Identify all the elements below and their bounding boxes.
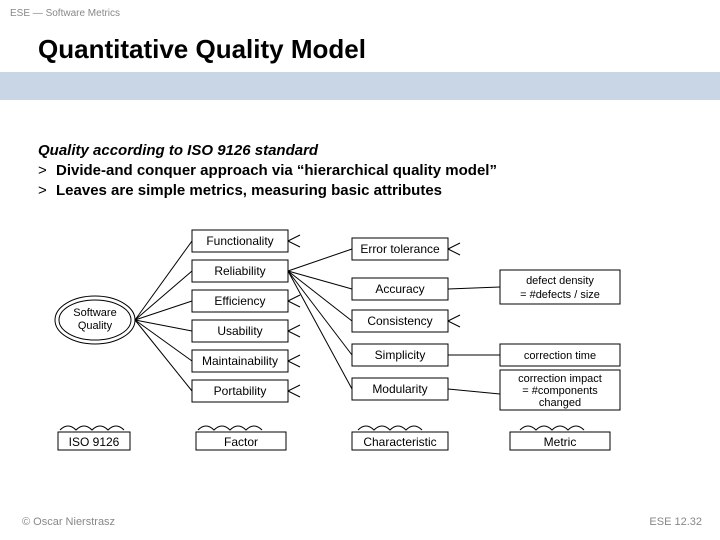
metric-node: correction impact = #components changed — [500, 370, 620, 410]
bullet-2: >Leaves are simple metrics, measuring ba… — [38, 182, 442, 199]
edge — [288, 271, 352, 289]
footer-pagecode: ESE 12.32 — [649, 516, 702, 528]
page-title: Quantitative Quality Model — [38, 34, 366, 65]
footer-copyright: © Oscar Nierstrasz — [22, 516, 115, 528]
legend-node: Metric — [510, 432, 610, 450]
root-label-1: Software — [73, 307, 116, 319]
breadcrumb: ESE — Software Metrics — [10, 8, 120, 19]
factor-node: Efficiency — [192, 290, 288, 312]
svg-text:= #components: = #components — [522, 385, 598, 397]
svg-text:Consistency: Consistency — [367, 314, 432, 328]
factor-node: Portability — [192, 380, 288, 402]
bullet-1: >Divide-and conquer approach via “hierar… — [38, 162, 497, 179]
fork-icon — [288, 235, 300, 397]
svg-text:Modularity: Modularity — [372, 382, 427, 396]
factor-node: Maintainability — [192, 350, 288, 372]
legend-node: Characteristic — [352, 432, 448, 450]
edge — [135, 320, 192, 391]
svg-text:Reliability: Reliability — [214, 264, 265, 278]
svg-text:Accuracy: Accuracy — [375, 282, 424, 296]
edge — [135, 271, 192, 320]
svg-text:Error tolerance: Error tolerance — [360, 242, 440, 256]
metric-node: correction time — [500, 344, 620, 366]
root-label-2: Quality — [78, 320, 113, 332]
title-underline — [0, 72, 720, 100]
edge — [448, 389, 500, 394]
svg-text:correction impact: correction impact — [518, 373, 602, 385]
characteristic-node: Simplicity — [352, 344, 448, 366]
svg-text:changed: changed — [539, 397, 581, 409]
svg-text:correction time: correction time — [524, 350, 596, 362]
quality-model-diagram: Software Quality Functionality Reliabili… — [0, 210, 720, 470]
svg-text:ISO 9126: ISO 9126 — [69, 435, 120, 449]
svg-text:Simplicity: Simplicity — [375, 348, 426, 362]
svg-text:Efficiency: Efficiency — [214, 294, 265, 308]
svg-text:Factor: Factor — [224, 435, 258, 449]
legend-node: Factor — [196, 432, 286, 450]
edge — [135, 301, 192, 320]
svg-text:Functionality: Functionality — [206, 234, 273, 248]
scallop-icon — [60, 426, 584, 430]
edge — [135, 320, 192, 331]
edge — [288, 249, 352, 271]
bullet-1-text: Divide-and conquer approach via “hierarc… — [56, 162, 497, 179]
characteristic-node: Consistency — [352, 310, 448, 332]
characteristic-node: Accuracy — [352, 278, 448, 300]
subheading: Quality according to ISO 9126 standard — [38, 142, 318, 159]
characteristic-node: Modularity — [352, 378, 448, 400]
factor-node: Functionality — [192, 230, 288, 252]
characteristic-node: Error tolerance — [352, 238, 448, 260]
svg-text:Usability: Usability — [217, 324, 262, 338]
svg-text:Portability: Portability — [214, 384, 267, 398]
svg-text:defect density: defect density — [526, 275, 594, 287]
factor-node: Usability — [192, 320, 288, 342]
legend-node: ISO 9126 — [58, 432, 130, 450]
bullet-2-text: Leaves are simple metrics, measuring bas… — [56, 182, 442, 199]
factor-node: Reliability — [192, 260, 288, 282]
edge — [448, 287, 500, 289]
fork-icon — [448, 243, 460, 327]
svg-text:Characteristic: Characteristic — [363, 435, 436, 449]
edge — [135, 241, 192, 320]
svg-text:= #defects / size: = #defects / size — [520, 289, 600, 301]
svg-text:Metric: Metric — [544, 435, 577, 449]
svg-text:Maintainability: Maintainability — [202, 354, 278, 368]
edge — [288, 271, 352, 389]
metric-node: defect density = #defects / size — [500, 270, 620, 304]
